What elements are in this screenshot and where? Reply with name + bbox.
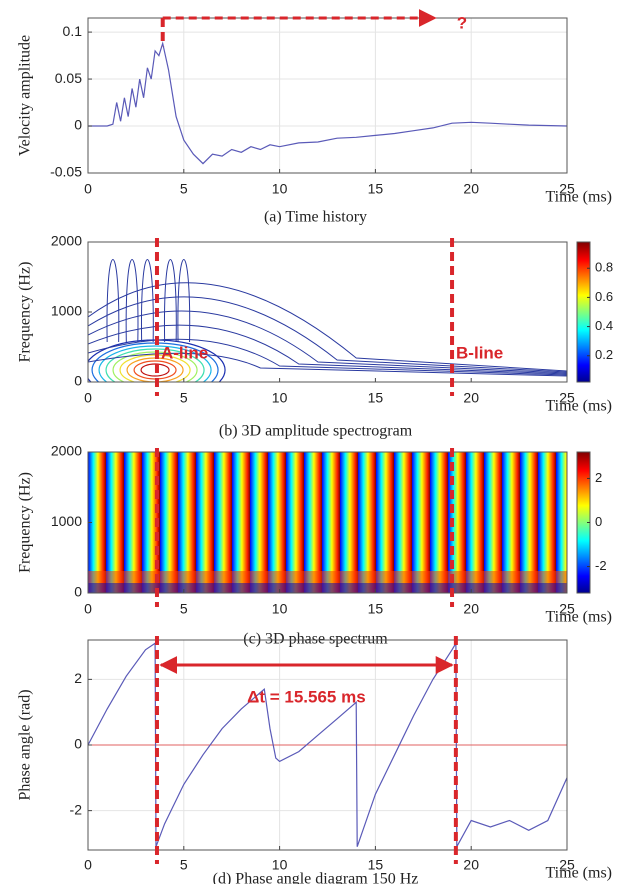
x-tick-label: 5 (180, 601, 188, 617)
y-tick-label: 0 (74, 736, 82, 752)
y-tick-label: -2 (70, 801, 83, 817)
colorbar-tick-label: 0.8 (595, 260, 613, 275)
colorbar-tick-label: 0.6 (595, 289, 613, 304)
x-tick-label: 15 (368, 390, 384, 406)
y-tick-label: 0 (74, 373, 82, 389)
contour-decoration (140, 259, 154, 343)
colorbar-tick-label: 0 (595, 514, 602, 529)
data-line (88, 41, 567, 165)
x-tick-label: 5 (180, 857, 188, 873)
x-tick-label: 0 (84, 857, 92, 873)
x-tick-label: 25 (559, 601, 575, 617)
chart-title: (a) Time history (264, 209, 367, 226)
colorbar-tick-label: -2 (595, 558, 607, 573)
contour-decoration (106, 259, 120, 343)
contour-decoration (98, 345, 212, 382)
contour-decoration (105, 348, 205, 382)
x-tick-label: 15 (368, 181, 384, 197)
colorbar-tick-label: 0.4 (595, 318, 613, 333)
contour-decoration (88, 296, 567, 373)
y-tick-label: 2 (74, 670, 82, 686)
annotation: A-line (161, 343, 208, 362)
x-tick-label: 20 (463, 601, 479, 617)
y-axis-label: Phase angle (rad) (17, 689, 34, 800)
x-tick-label: 20 (463, 857, 479, 873)
contour-decoration (88, 282, 567, 372)
y-tick-label: 0 (74, 117, 82, 133)
y-axis-label: Velocity amplitude (17, 35, 34, 156)
plot-area (88, 452, 567, 593)
x-tick-label: 0 (84, 181, 92, 197)
annotation: Δt = 15.565 ms (247, 687, 366, 706)
x-axis-label: Time (ms) (545, 398, 612, 415)
contour-decoration (125, 259, 139, 343)
plot-frame (87, 17, 568, 174)
x-tick-label: 15 (368, 857, 384, 873)
x-tick-label: 10 (272, 390, 288, 406)
y-tick-label: 1000 (51, 513, 82, 529)
x-axis-label: Time (ms) (545, 609, 612, 626)
annotation: ? (457, 13, 467, 32)
y-tick-label: 2000 (51, 233, 82, 249)
x-tick-label: 25 (559, 181, 575, 197)
data-line (88, 641, 567, 850)
x-tick-label: 5 (180, 390, 188, 406)
plot-frame (87, 639, 568, 851)
x-tick-label: 10 (272, 601, 288, 617)
y-tick-label: 2000 (51, 443, 82, 459)
y-axis-label: Frequency (Hz) (17, 262, 34, 363)
plot-area (88, 18, 567, 173)
contour-decoration (163, 259, 177, 343)
y-tick-label: 1000 (51, 303, 82, 319)
y-tick-label: 0.1 (63, 23, 83, 39)
heatmap-band (88, 583, 567, 593)
chart-title: (b) 3D amplitude spectrogram (219, 423, 413, 440)
x-axis-label: Time (ms) (545, 189, 612, 206)
colorbar-tick-label: 0.2 (595, 347, 613, 362)
y-axis-label: Frequency (Hz) (17, 472, 34, 573)
plot-frame (87, 241, 568, 383)
x-tick-label: 25 (559, 857, 575, 873)
x-tick-label: 0 (84, 601, 92, 617)
x-tick-label: 5 (180, 181, 188, 197)
contour-decoration (88, 338, 567, 376)
colorbar-tick-label: 2 (595, 470, 602, 485)
x-tick-label: 10 (272, 857, 288, 873)
y-tick-label: 0.05 (55, 70, 82, 86)
x-tick-label: 15 (368, 601, 384, 617)
plot-frame (87, 451, 568, 594)
contour-decoration (88, 352, 567, 377)
x-tick-label: 10 (272, 181, 288, 197)
y-tick-label: 0 (74, 584, 82, 600)
chart-title: (d) Phase angle diagram 150 Hz (213, 871, 419, 884)
plot-area (88, 640, 567, 850)
annotation: B-line (456, 343, 503, 362)
chart-title: (c) 3D phase spectrum (243, 631, 388, 648)
colorbar (576, 241, 591, 383)
x-tick-label: 25 (559, 390, 575, 406)
x-tick-label: 0 (84, 390, 92, 406)
x-axis-label: Time (ms) (545, 865, 612, 882)
y-tick-label: -0.05 (50, 164, 82, 180)
x-tick-label: 20 (463, 390, 479, 406)
heatmap-image (88, 452, 567, 593)
contour-decoration (88, 310, 567, 374)
contour-decoration (177, 259, 191, 343)
x-tick-label: 20 (463, 181, 479, 197)
